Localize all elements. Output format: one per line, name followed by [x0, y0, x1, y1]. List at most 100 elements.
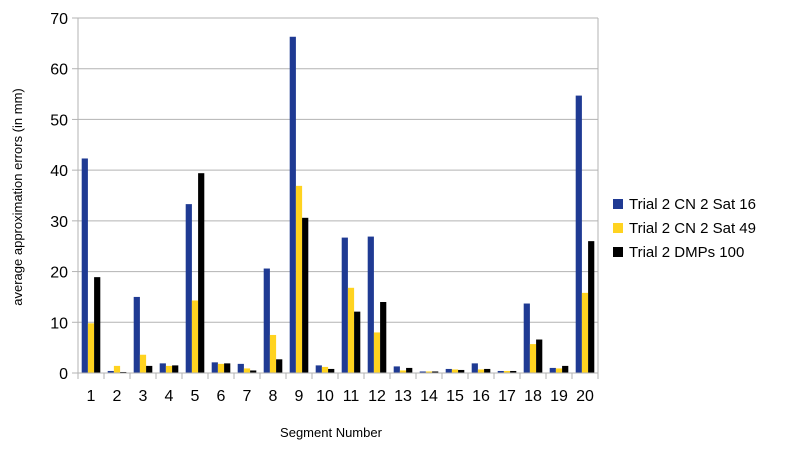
bar — [191, 300, 199, 373]
x-tick-label: 3 — [139, 388, 148, 405]
axes — [77, 18, 599, 379]
bar — [224, 363, 231, 373]
bar — [575, 95, 582, 373]
y-tick-label: 40 — [50, 163, 68, 180]
x-tick-label: 13 — [394, 388, 412, 405]
bar — [471, 363, 478, 373]
bar — [263, 268, 270, 373]
bar — [276, 359, 283, 373]
bar — [120, 371, 127, 373]
bar — [562, 365, 569, 373]
y-tick-labels: 0 10 20 30 40 50 60 70 — [50, 11, 68, 383]
x-tick-label: 1 — [87, 388, 96, 405]
legend-label: Trial 2 CN 2 Sat 16 — [629, 196, 756, 213]
x-tick-label: 11 — [343, 388, 360, 405]
bar — [243, 368, 251, 373]
x-tick-label: 17 — [498, 388, 516, 405]
x-tick-label: 5 — [191, 388, 200, 405]
x-tick-label: 9 — [295, 388, 304, 405]
legend-swatch — [613, 223, 623, 233]
bar — [399, 370, 407, 373]
bar — [523, 303, 530, 373]
bar — [165, 365, 173, 373]
bar — [529, 344, 537, 373]
bar — [198, 173, 205, 373]
y-tick-label: 50 — [50, 112, 68, 129]
bar — [139, 354, 147, 373]
x-tick-label: 6 — [217, 388, 226, 405]
bar — [347, 287, 355, 373]
x-tick-label: 20 — [576, 388, 594, 405]
bar — [549, 367, 556, 373]
bar — [217, 363, 225, 373]
x-tick-label: 7 — [243, 388, 252, 405]
legend-label: Trial 2 DMPs 100 — [629, 244, 744, 261]
y-tick-label: 30 — [50, 214, 68, 231]
bar — [341, 237, 348, 373]
y-tick-label: 10 — [50, 315, 68, 332]
bar — [497, 370, 504, 373]
bar — [451, 369, 459, 373]
bar — [458, 369, 465, 373]
y-tick-label: 70 — [50, 11, 68, 28]
bar — [321, 366, 329, 373]
bar — [159, 363, 166, 373]
y-axis-title: average approximation errors (in mm) — [10, 88, 25, 305]
bar — [367, 236, 374, 373]
y-tick-label: 0 — [59, 366, 68, 383]
grid-lines — [72, 17, 598, 374]
bar — [419, 371, 426, 373]
bar — [211, 362, 218, 373]
legend-swatch — [613, 199, 623, 209]
bar — [510, 370, 517, 373]
legend-swatch — [613, 247, 623, 257]
x-tick-labels: 1 2 3 4 5 6 7 8 9 10 11 12 13 14 15 16 17 18 19 20 — [87, 388, 594, 405]
bar — [250, 370, 257, 373]
bar — [373, 332, 381, 373]
bar — [113, 365, 121, 373]
bar — [354, 311, 361, 373]
bar — [289, 36, 296, 374]
bar — [503, 370, 511, 373]
bar — [94, 277, 101, 373]
bar — [302, 217, 309, 373]
x-tick-label: 15 — [446, 388, 464, 405]
bar — [133, 296, 140, 373]
bar — [581, 292, 589, 373]
bar — [328, 368, 335, 373]
legend-label: Trial 2 CN 2 Sat 49 — [629, 220, 756, 237]
x-tick-label: 19 — [550, 388, 568, 405]
bar — [555, 368, 563, 373]
x-tick-label: 10 — [316, 388, 334, 405]
bar — [295, 185, 303, 373]
bar — [87, 323, 95, 373]
x-tick-label: 16 — [472, 388, 490, 405]
bar — [393, 366, 400, 373]
bar — [107, 370, 114, 373]
bar — [237, 363, 244, 373]
x-tick-label: 2 — [113, 388, 122, 405]
x-tick-label: 8 — [269, 388, 278, 405]
bar — [172, 365, 179, 373]
x-tick-label: 18 — [524, 388, 542, 405]
bar — [315, 365, 322, 373]
bar — [185, 204, 192, 373]
bar — [425, 371, 433, 373]
bar — [536, 339, 543, 373]
x-axis-title: Segment Number — [280, 425, 383, 440]
bar — [588, 241, 595, 373]
bar — [406, 367, 413, 373]
bar — [380, 302, 387, 373]
bar — [484, 368, 491, 373]
x-tick-label: 14 — [420, 388, 438, 405]
y-tick-label: 20 — [50, 265, 68, 282]
y-tick-label: 60 — [50, 62, 68, 79]
bar — [432, 371, 439, 373]
bar — [81, 158, 88, 373]
legend: Trial 2 CN 2 Sat 16 Trial 2 CN 2 Sat 49 Tr… — [613, 196, 756, 261]
bar — [477, 369, 485, 373]
x-tick-label: 4 — [165, 388, 174, 405]
bar — [445, 368, 452, 373]
bar — [269, 334, 277, 373]
